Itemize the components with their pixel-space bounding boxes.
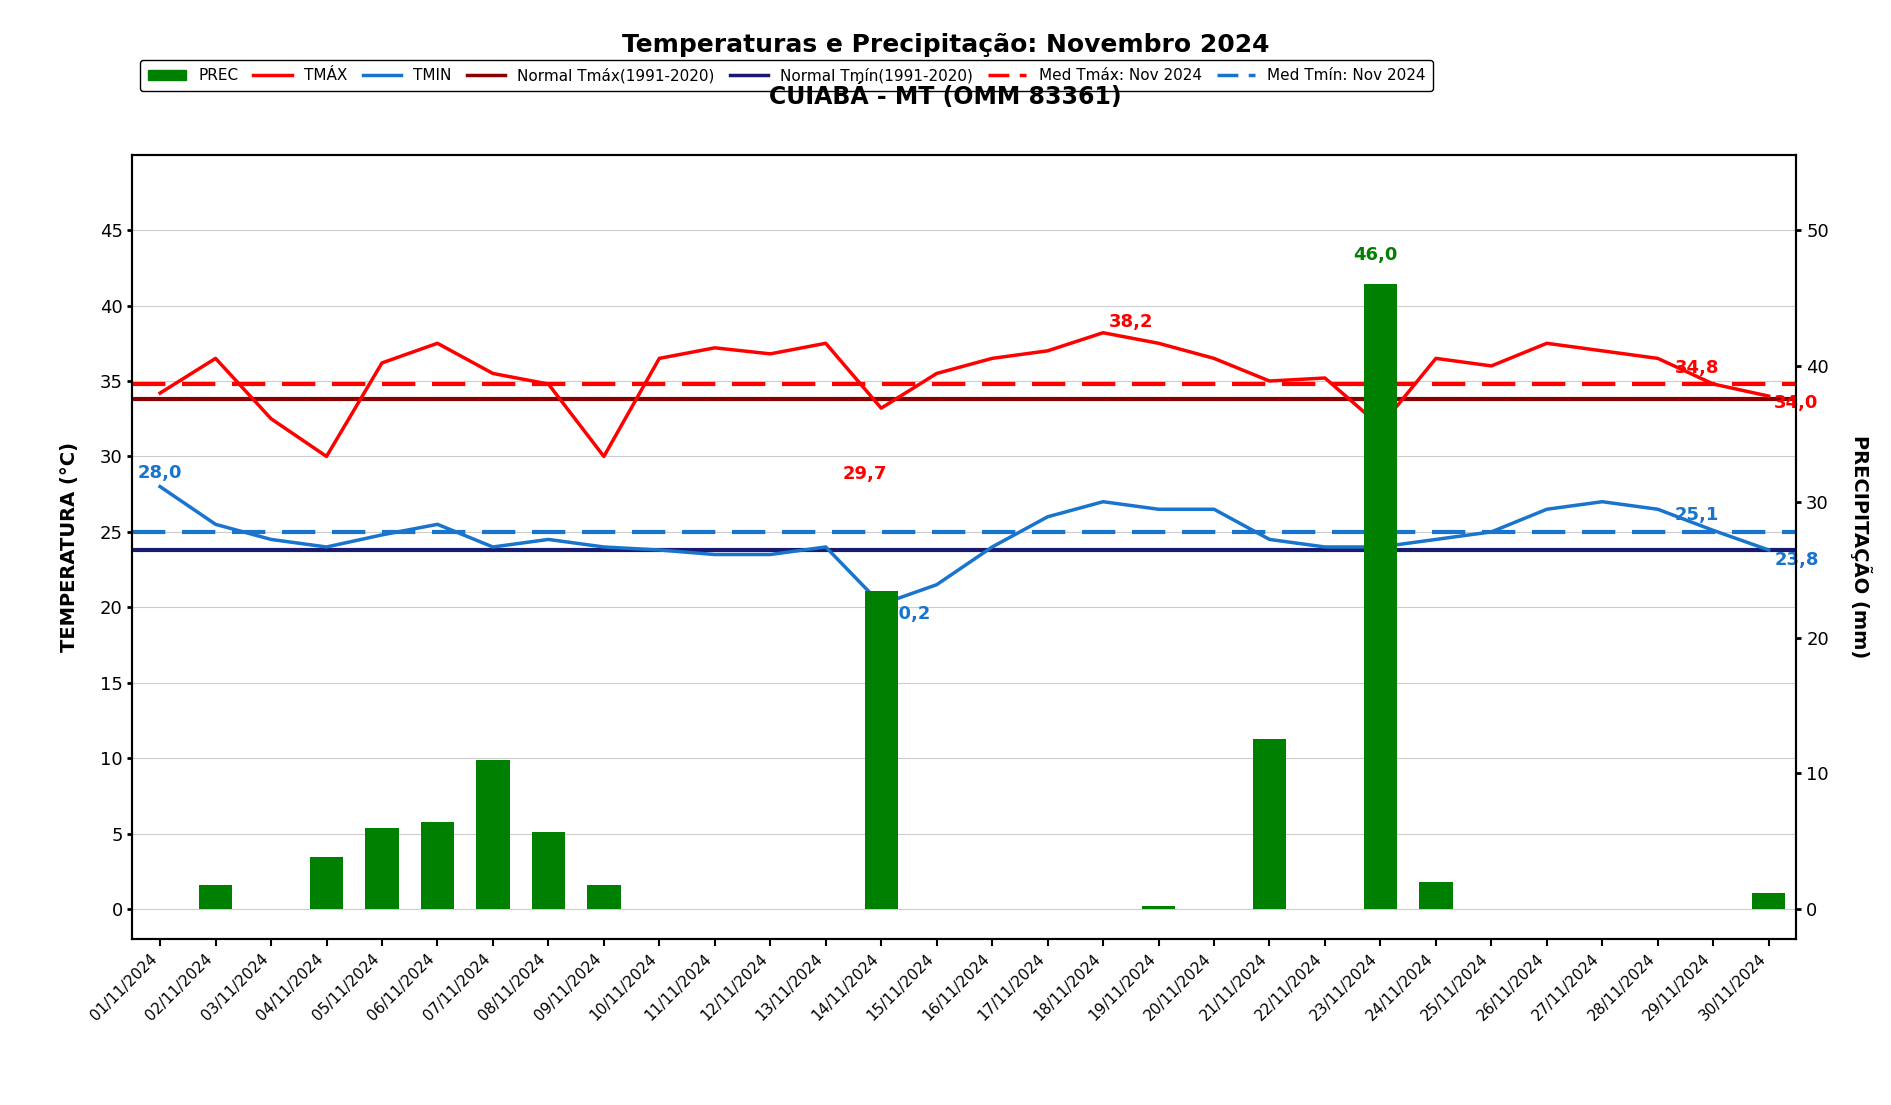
Bar (1142, 906, 1174, 909)
Legend: PREC, TMÁX, TMIN, Normal Tmáx(1991-2020), Normal Tmín(1991-2020), Med Tmáx: Nov : PREC, TMÁX, TMIN, Normal Tmáx(1991-2020)… (140, 61, 1433, 91)
TMÁX (371, 356, 393, 369)
TMÁX (703, 341, 726, 355)
TMÁX (1314, 371, 1337, 385)
TMÁX (1757, 389, 1779, 402)
Line: TMIN: TMIN (161, 486, 1768, 604)
Bar (1420, 882, 1452, 909)
TMIN (371, 528, 393, 541)
Bar (199, 885, 233, 909)
Line: TMÁX: TMÁX (161, 333, 1768, 456)
Text: 28,0: 28,0 (138, 464, 182, 482)
TMÁX (1258, 375, 1280, 388)
TMÁX (259, 412, 282, 425)
TMÁX (482, 367, 505, 380)
TMÁX (592, 450, 615, 463)
TMÁX (758, 347, 781, 360)
TMÁX (149, 387, 172, 400)
TMIN (316, 540, 338, 554)
TMIN (649, 544, 671, 557)
TMÁX (1203, 351, 1225, 365)
TMIN (425, 518, 448, 532)
TMIN (259, 533, 282, 546)
Med Tmín: Nov 2024: (1, 25): Nov 2024: (1, 25) (204, 525, 227, 538)
TMIN (1148, 503, 1171, 516)
TMIN (1369, 540, 1392, 554)
Normal Tmáx(1991-2020) (204, 392, 227, 406)
TMÁX (425, 337, 448, 350)
Text: 46,0: 46,0 (1352, 246, 1397, 264)
Y-axis label: PRECIPITAÇÃO (mm): PRECIPITAÇÃO (mm) (1849, 435, 1872, 659)
TMÁX (1091, 326, 1114, 339)
Bar (588, 885, 620, 909)
Y-axis label: TEMPERATURA (°C): TEMPERATURA (°C) (61, 442, 79, 652)
Bar (1363, 284, 1397, 909)
Text: CUIABÁ - MT (OMM 83361): CUIABÁ - MT (OMM 83361) (770, 83, 1121, 109)
Text: 20,2: 20,2 (887, 606, 930, 623)
Text: 29,7: 29,7 (841, 465, 887, 483)
TMIN (703, 548, 726, 561)
Bar (1254, 739, 1286, 909)
TMIN (925, 578, 947, 591)
TMIN (1647, 503, 1670, 516)
TMIN (758, 548, 781, 561)
TMÁX (981, 351, 1004, 365)
TMÁX (204, 351, 227, 365)
TMIN (1424, 533, 1447, 546)
TMIN (1535, 503, 1558, 516)
Bar (477, 760, 509, 909)
Normal Tmáx(1991-2020) (149, 392, 172, 406)
TMIN (981, 540, 1004, 554)
Bar (1753, 893, 1785, 909)
TMIN (1091, 495, 1114, 508)
TMÁX (1535, 337, 1558, 350)
TMÁX (1590, 344, 1613, 357)
TMÁX (1148, 337, 1171, 350)
Text: Temperaturas e Precipitação: Novembro 2024: Temperaturas e Precipitação: Novembro 20… (622, 33, 1269, 57)
TMIN (1314, 540, 1337, 554)
TMIN (1702, 524, 1725, 537)
Med Tmáx: Nov 2024: (1, 34.8): Nov 2024: (1, 34.8) (204, 378, 227, 391)
TMÁX (815, 337, 838, 350)
TMÁX (649, 351, 671, 365)
Med Tmáx: Nov 2024: (0, 34.8): Nov 2024: (0, 34.8) (149, 378, 172, 391)
TMÁX (316, 450, 338, 463)
TMIN (537, 533, 560, 546)
TMÁX (1702, 378, 1725, 391)
Text: 25,1: 25,1 (1674, 506, 1719, 524)
TMÁX (537, 378, 560, 391)
Med Tmín: Nov 2024: (0, 25): Nov 2024: (0, 25) (149, 525, 172, 538)
Bar (422, 822, 454, 909)
Text: 23,8: 23,8 (1774, 551, 1819, 569)
TMÁX (1647, 351, 1670, 365)
Text: 34,8: 34,8 (1674, 359, 1719, 378)
TMÁX (1369, 420, 1392, 433)
Bar (864, 591, 898, 909)
TMIN (870, 598, 893, 611)
Text: 38,2: 38,2 (1108, 313, 1154, 330)
TMIN (1203, 503, 1225, 516)
Normal Tmín(1991-2020) (149, 544, 172, 557)
TMIN (1757, 544, 1779, 557)
TMIN (1036, 511, 1059, 524)
TMÁX (1481, 359, 1503, 372)
TMIN (815, 540, 838, 554)
Bar (365, 828, 399, 909)
Bar (310, 857, 342, 909)
TMÁX (925, 367, 947, 380)
TMIN (1590, 495, 1613, 508)
TMIN (204, 518, 227, 532)
Normal Tmín(1991-2020) (204, 544, 227, 557)
TMÁX (1036, 344, 1059, 357)
TMIN (1258, 533, 1280, 546)
TMÁX (870, 401, 893, 414)
TMÁX (1424, 351, 1447, 365)
TMIN (1481, 525, 1503, 538)
Bar (531, 832, 565, 909)
TMIN (592, 540, 615, 554)
Text: 34,0: 34,0 (1774, 394, 1819, 412)
TMIN (149, 480, 172, 493)
TMIN (482, 540, 505, 554)
